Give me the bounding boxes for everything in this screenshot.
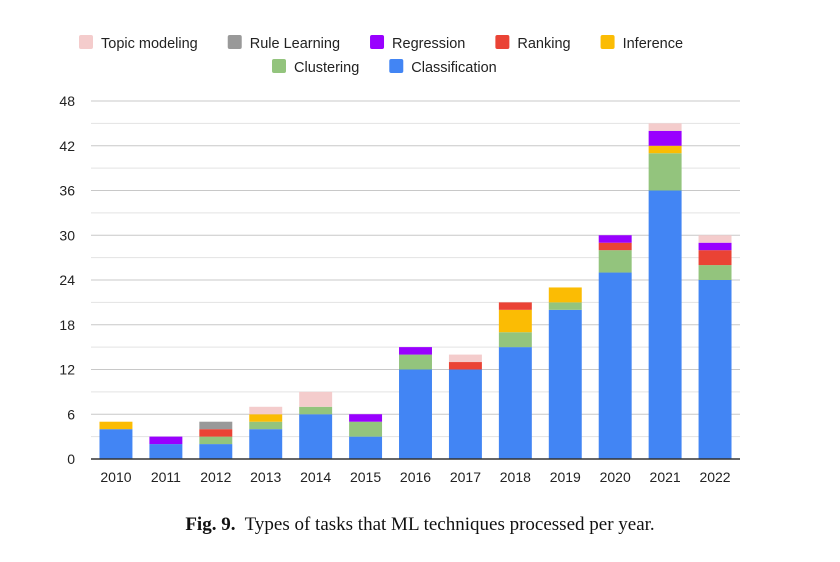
bar-segment-topic-modeling <box>698 235 732 243</box>
bar-segment-clustering <box>299 406 333 415</box>
bar-segment-ranking <box>498 302 532 310</box>
figure-caption-text: Types of tasks that ML techniques proces… <box>244 514 655 535</box>
figure-label: Fig. 9. <box>185 514 236 535</box>
bar-segment-ranking <box>598 242 632 251</box>
bar-segment-classification <box>498 347 532 459</box>
stacked-bar-chart: 0 6 12 18 24 30 36 42 48 2010 2011 2012 2013 2014 2015… <box>59 35 740 485</box>
bar-segment-clustering <box>199 436 233 445</box>
bar-segment-classification <box>548 309 582 459</box>
bar-segment-classification <box>199 444 233 459</box>
bar-segment-topic-modeling <box>249 406 283 415</box>
bar-segment-classification <box>648 190 682 459</box>
bar-segment-topic-modeling <box>648 123 682 131</box>
bar-segment-inference <box>249 414 283 422</box>
bar-segment-clustering <box>498 332 532 348</box>
y-tick-label: 30 <box>59 227 75 243</box>
bar-segment-classification <box>249 429 283 459</box>
legend-swatch <box>227 35 242 49</box>
y-tick-label: 48 <box>59 93 75 109</box>
bar-segment-regression <box>349 414 383 422</box>
y-tick-label: 42 <box>59 138 75 154</box>
x-tick-label: 2018 <box>500 469 531 485</box>
legend-label: Rule Learning <box>250 36 340 52</box>
bar-segment-regression <box>149 436 183 445</box>
bar-segment-classification <box>299 414 333 459</box>
bar-segment-clustering <box>698 265 732 280</box>
legend-swatch <box>79 35 93 49</box>
bar-segment-clustering <box>399 354 432 370</box>
y-tick-label: 0 <box>67 451 75 467</box>
x-tick-label: 2014 <box>300 469 331 485</box>
x-tick-label: 2015 <box>350 469 381 485</box>
bar-segment-clustering <box>548 302 582 310</box>
y-tick-label: 6 <box>67 406 75 422</box>
legend-label: Ranking <box>517 36 570 52</box>
bar-segment-clustering <box>648 153 682 191</box>
bar-segment-regression <box>648 130 682 146</box>
legend-swatch <box>600 35 615 49</box>
bar-segment-ranking <box>698 250 732 266</box>
figure-caption: Fig. 9. Types of tasks that ML technique… <box>0 514 840 536</box>
bar-segment-classification <box>698 280 732 459</box>
x-tick-label: 2020 <box>600 469 631 485</box>
x-tick-label: 2021 <box>650 469 681 485</box>
bar-segment-classification <box>448 369 482 459</box>
x-tick-label: 2019 <box>550 469 581 485</box>
y-tick-label: 18 <box>59 317 75 333</box>
bar-segment-clustering <box>249 421 283 430</box>
legend-swatch <box>495 35 510 49</box>
bar-segment-ranking <box>199 429 233 437</box>
legend-swatch <box>272 59 286 73</box>
bar-segment-inference <box>648 145 682 154</box>
legend-swatch <box>370 35 385 49</box>
bar-segment-regression <box>399 347 432 355</box>
x-tick-label: 2013 <box>250 469 281 485</box>
legend-label: Inference <box>623 36 683 52</box>
bar-segment-classification <box>149 444 183 459</box>
legend-label: Regression <box>392 36 465 52</box>
y-tick-label: 36 <box>59 183 75 199</box>
x-tick-label: 2022 <box>699 469 730 485</box>
bar-segment-classification <box>99 429 133 459</box>
bar-segment-inference <box>498 309 532 333</box>
legend-label: Topic modeling <box>101 36 198 52</box>
bar-segment-regression <box>698 242 732 251</box>
bar-segment-clustering <box>598 250 632 273</box>
bar-segment-classification <box>399 369 432 459</box>
x-tick-label: 2011 <box>151 469 181 485</box>
x-tick-label: 2016 <box>400 469 431 485</box>
bar-segment-classification <box>349 436 383 459</box>
bar-segment-inference <box>99 421 133 430</box>
y-tick-label: 12 <box>59 362 75 378</box>
bar-segment-topic-modeling <box>299 391 333 407</box>
x-tick-label: 2012 <box>200 469 231 485</box>
bar-segment-rule-learning <box>199 421 233 430</box>
y-tick-label: 24 <box>59 272 75 288</box>
bar-segment-inference <box>548 287 582 303</box>
bar-segment-clustering <box>349 421 383 437</box>
bar-segment-topic-modeling <box>448 354 482 363</box>
bar-segment-classification <box>598 272 632 459</box>
legend-swatch <box>389 59 404 73</box>
bar-segment-ranking <box>448 362 482 370</box>
legend-label: Classification <box>411 60 496 76</box>
x-tick-label: 2017 <box>450 469 481 485</box>
bar-segment-regression <box>598 235 632 243</box>
x-tick-label: 2010 <box>100 469 131 485</box>
legend-label: Clustering <box>294 60 359 76</box>
